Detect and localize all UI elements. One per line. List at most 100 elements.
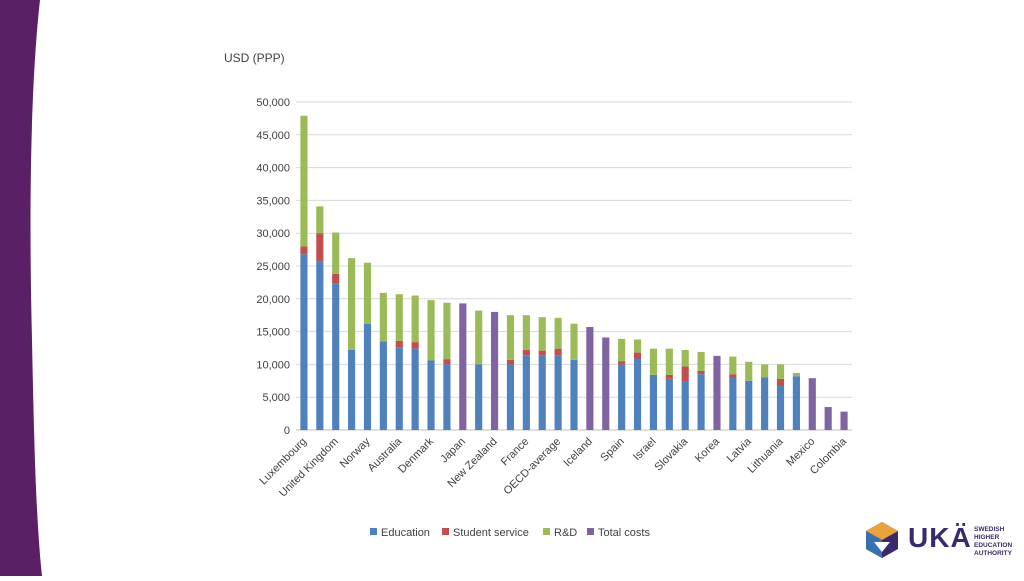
y-tick-label: 45,000: [256, 130, 290, 142]
bar-segment-rd: [300, 115, 308, 247]
bar-segment-education: [348, 349, 356, 430]
y-axis: 0 5,000 10,000 15,000 20,000 25,000 30,000 35,0…: [256, 97, 290, 437]
logo-subtitle-line: AUTHORITY: [974, 550, 1012, 557]
x-tick-label: Japan: [438, 436, 468, 466]
bar-segment-rd: [443, 302, 451, 360]
x-tick-label: OECD-average: [502, 436, 564, 498]
bar-segment-rd: [681, 349, 689, 367]
x-tick-label: Latvia: [725, 435, 755, 465]
legend-label: Total costs: [598, 527, 650, 539]
side-band-shape: [0, 0, 42, 576]
bar-segment-education: [618, 364, 626, 430]
bar-segment-education: [681, 381, 689, 430]
x-tick-label: Denmark: [396, 435, 436, 475]
bar-segment-rd: [554, 317, 562, 349]
legend-swatch: [587, 528, 594, 535]
bar-segment-total-costs: [713, 355, 721, 430]
bar-segment-rd: [395, 294, 403, 341]
bar-segment-student-service: [300, 246, 308, 255]
bar-segment-education: [745, 380, 753, 430]
bar-segment-total-costs: [586, 327, 594, 430]
bar-segment-education: [316, 261, 324, 430]
bar-segment-education: [522, 355, 530, 430]
bar-segment-education: [649, 374, 658, 430]
legend-swatch: [370, 528, 377, 535]
bar-segment-student-service: [697, 370, 705, 375]
bar-segment-student-service: [665, 374, 673, 379]
bar-segment-rd: [633, 339, 642, 353]
bar-segment-education: [697, 374, 705, 430]
x-tick-label: Korea: [693, 435, 723, 465]
bar-segment-student-service: [554, 348, 562, 356]
bar-segment-student-service: [633, 352, 642, 359]
bar-segment-student-service: [316, 233, 324, 262]
bar-segment-education: [379, 341, 387, 430]
bar-segment-rd: [570, 323, 578, 360]
grid-layer: [296, 101, 852, 431]
logo-subtitle-line: SWEDISH HIGHER: [974, 526, 1005, 541]
bar-segment-student-service: [618, 361, 626, 365]
bar-segment-rd: [618, 338, 626, 362]
bar-segment-student-service: [729, 374, 737, 378]
legend-swatch: [543, 528, 550, 535]
bar-segment-education: [300, 254, 308, 430]
bar-segment-total-costs: [490, 311, 499, 430]
bar-segment-education: [443, 364, 451, 430]
bar-segment-rd: [427, 300, 435, 361]
bar-segment-rd: [665, 348, 673, 375]
y-tick-label: 50,000: [256, 97, 290, 109]
bar-segment-student-service: [522, 349, 530, 356]
y-tick-label: 35,000: [256, 195, 290, 207]
bar-segment-rd: [649, 348, 658, 375]
bar-segment-education: [776, 386, 785, 430]
bar-segment-rd: [792, 372, 800, 377]
bar-segment-rd: [522, 315, 530, 350]
side-band: [0, 0, 44, 576]
uka-logo: UKÄ SWEDISH HIGHER EDUCATION AUTHORITY: [862, 520, 1012, 560]
uka-logo-mark: [866, 522, 898, 558]
bar-segment-student-service: [538, 350, 546, 356]
x-tick-label: United Kingdom: [277, 436, 341, 500]
legend-swatch: [442, 528, 449, 535]
x-tick-label: Slovakia: [652, 435, 691, 474]
bar-segment-total-costs: [459, 303, 467, 430]
bar-segment-education: [554, 355, 562, 430]
legend-label: Student service: [453, 527, 529, 539]
bar-segment-student-service: [395, 340, 403, 348]
legend-label: R&D: [554, 527, 577, 539]
y-tick-label: 25,000: [256, 261, 290, 273]
bar-segment-rd: [761, 364, 769, 378]
bar-segment-student-service: [506, 359, 515, 365]
x-tick-label: Iceland: [561, 436, 595, 470]
y-axis-title: USD (PPP): [224, 51, 285, 65]
y-tick-label: 20,000: [256, 294, 290, 306]
bar-segment-rd: [745, 361, 753, 381]
bar-segment-education: [665, 378, 673, 430]
legend-label: Education: [381, 527, 430, 539]
bar-segment-education: [538, 355, 546, 430]
bar-segment-student-service: [411, 342, 419, 349]
bar-segment-student-service: [681, 366, 689, 382]
bar-segment-total-costs: [824, 407, 832, 430]
bar-segment-education: [332, 283, 340, 430]
bar-segment-student-service: [332, 273, 340, 284]
bar-segment-total-costs: [840, 411, 848, 430]
bar-segment-education: [475, 364, 483, 430]
bar-segment-education: [363, 323, 372, 430]
bar-segment-education: [427, 360, 435, 430]
y-tick-label: 0: [284, 425, 290, 437]
bar-segment-rd: [379, 292, 387, 342]
bar-segment-rd: [316, 206, 324, 234]
logo-subtitle: SWEDISH HIGHER EDUCATION AUTHORITY: [974, 526, 1012, 558]
bar-segment-rd: [411, 295, 419, 343]
x-tick-label: Israel: [631, 436, 659, 464]
logo-wordmark: UKÄ: [908, 522, 972, 553]
bar-segment-education: [633, 358, 642, 430]
bar-segment-education: [570, 359, 578, 430]
bar-segment-education: [729, 377, 737, 430]
bar-segment-rd: [475, 310, 483, 365]
bar-segment-rd: [697, 351, 705, 371]
bar-segment-rd: [363, 262, 372, 324]
